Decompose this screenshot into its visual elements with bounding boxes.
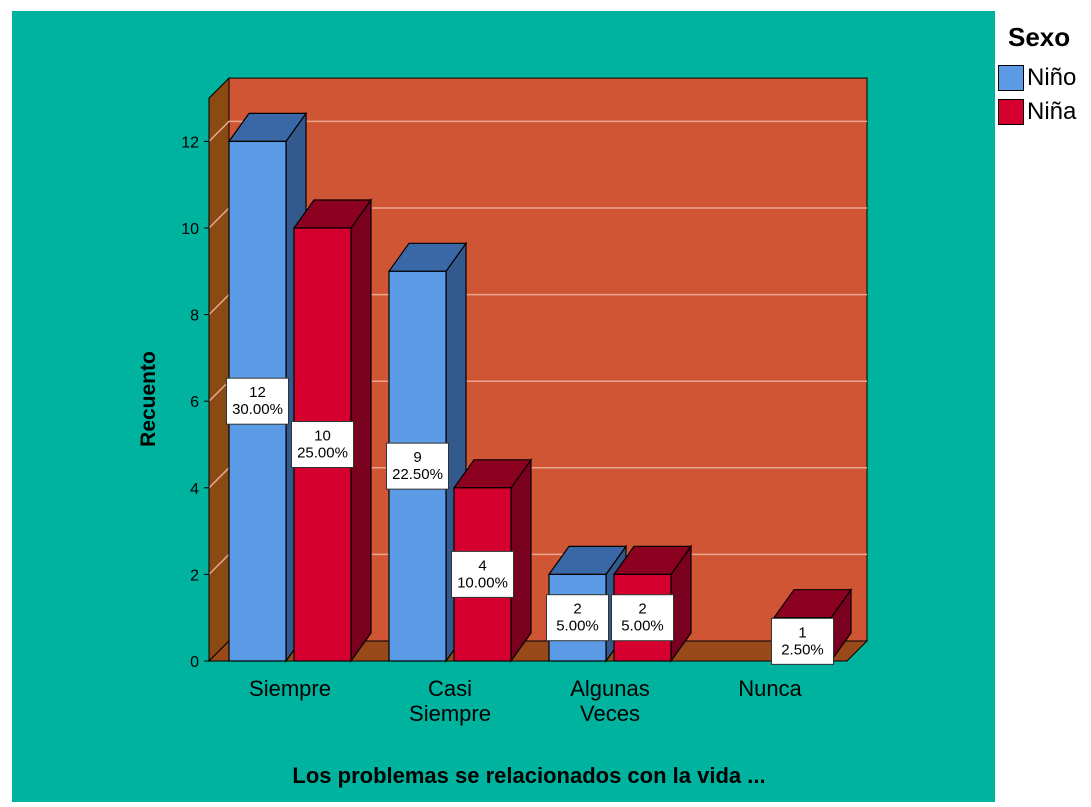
x-tick-label: Siempre — [249, 676, 331, 701]
data-label-box — [546, 594, 609, 642]
y-tick-label: 10 — [181, 221, 199, 238]
gridline — [208, 120, 867, 142]
y-axis-title: Recuento — [137, 351, 160, 447]
legend-item-nino: Niño — [998, 61, 1091, 95]
y-tick-label: 12 — [181, 134, 199, 151]
chart-area: 0 2 4 6 8 10 12 12 30.00% 10 25.00% 9 22.50% 4 10.00% 2… — [12, 11, 995, 802]
legend-swatch-nino — [998, 65, 1024, 91]
x-axis-title: Los problemas se relacionados con la vid… — [292, 763, 765, 788]
y-tick-label: 2 — [190, 567, 199, 584]
legend-label-nina: Niña — [1027, 98, 1077, 125]
data-label: 1 — [798, 624, 806, 641]
data-label: 9 — [413, 449, 421, 466]
legend: Sexo Niño Niña — [998, 22, 1091, 129]
data-label: 2.50% — [781, 641, 824, 658]
y-tick-label: 0 — [190, 654, 199, 671]
data-label: 10 — [314, 428, 331, 445]
legend-label-nino: Niño — [1027, 64, 1077, 91]
data-label: 5.00% — [621, 618, 664, 635]
data-label: 4 — [478, 557, 486, 574]
x-tick-label: Veces — [580, 701, 640, 726]
data-label-box — [291, 421, 354, 468]
x-tick-label: Nunca — [738, 676, 802, 701]
x-tick-label: Casi — [428, 676, 472, 701]
x-tick-label: Siempre — [409, 701, 491, 726]
legend-item-nina: Niña — [998, 95, 1091, 129]
data-label-box — [226, 377, 289, 425]
data-label: 2 — [573, 601, 581, 618]
side-wall — [208, 76, 230, 663]
data-label-box — [611, 594, 674, 642]
data-label-box — [451, 550, 514, 598]
y-tick-label: 8 — [190, 308, 199, 325]
data-label: 30.00% — [232, 401, 283, 418]
data-label: 22.50% — [392, 466, 443, 483]
data-label: 2 — [638, 601, 646, 618]
data-label: 25.00% — [297, 445, 348, 462]
legend-title: Sexo — [1008, 22, 1071, 52]
y-tick-label: 6 — [190, 394, 199, 411]
y-tick-label: 4 — [190, 481, 199, 498]
data-label: 12 — [249, 384, 266, 401]
data-label: 5.00% — [556, 618, 599, 635]
x-tick-label: Algunas — [570, 676, 650, 701]
data-label: 10.00% — [457, 574, 508, 591]
legend-swatch-nina — [998, 99, 1024, 125]
data-label-box — [386, 442, 449, 490]
data-label-box — [771, 617, 834, 665]
